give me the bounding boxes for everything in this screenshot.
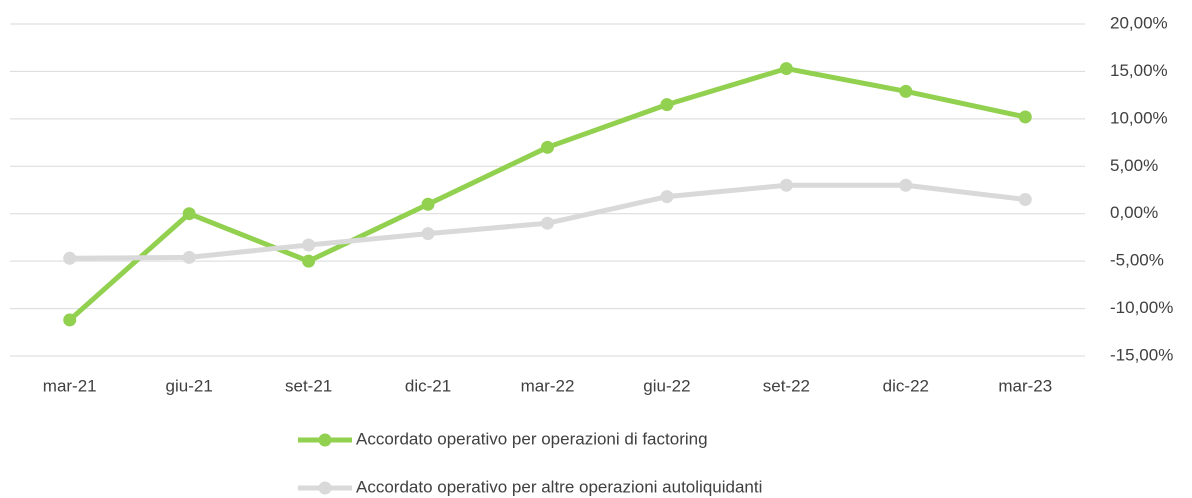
y-tick-label: 0,00% [1110,203,1158,222]
series-marker [302,254,316,268]
legend-label: Accordato operativo per altre operazioni… [356,477,762,496]
series-marker [899,178,913,192]
legend-marker [318,481,332,495]
series-marker [63,313,77,327]
y-tick-label: 10,00% [1110,108,1168,127]
series-marker [182,207,196,221]
series-marker [541,140,554,154]
y-tick-label: -15,00% [1110,345,1173,364]
series-marker [1018,110,1032,124]
y-tick-label: -10,00% [1110,298,1173,317]
series-marker [660,98,674,112]
x-tick-label: dic-22 [883,376,929,395]
x-tick-label: set-21 [285,376,332,395]
series-marker [779,178,793,192]
legend-label: Accordato operativo per operazioni di fa… [356,429,708,448]
series-marker [421,227,435,241]
series-marker [63,251,77,265]
x-tick-label: set-22 [763,376,810,395]
x-tick-label: dic-21 [405,376,451,395]
series-marker [302,238,316,252]
series-marker [182,250,196,264]
x-tick-label: giu-22 [643,376,690,395]
series-marker [421,197,435,211]
x-tick-label: mar-22 [521,376,575,395]
x-tick-label: mar-21 [43,376,97,395]
series-marker [1018,192,1032,206]
series-marker [779,62,793,76]
series-marker [541,216,554,230]
y-tick-label: 15,00% [1110,61,1168,80]
x-tick-label: giu-21 [166,376,213,395]
x-tick-label: mar-23 [998,376,1052,395]
series-marker [660,190,674,204]
series-line [68,66,1026,322]
y-tick-label: -5,00% [1110,251,1164,270]
legend-marker [318,433,332,447]
series-marker [899,84,913,98]
y-tick-label: 20,00% [1110,13,1168,32]
y-tick-label: 5,00% [1110,156,1158,175]
